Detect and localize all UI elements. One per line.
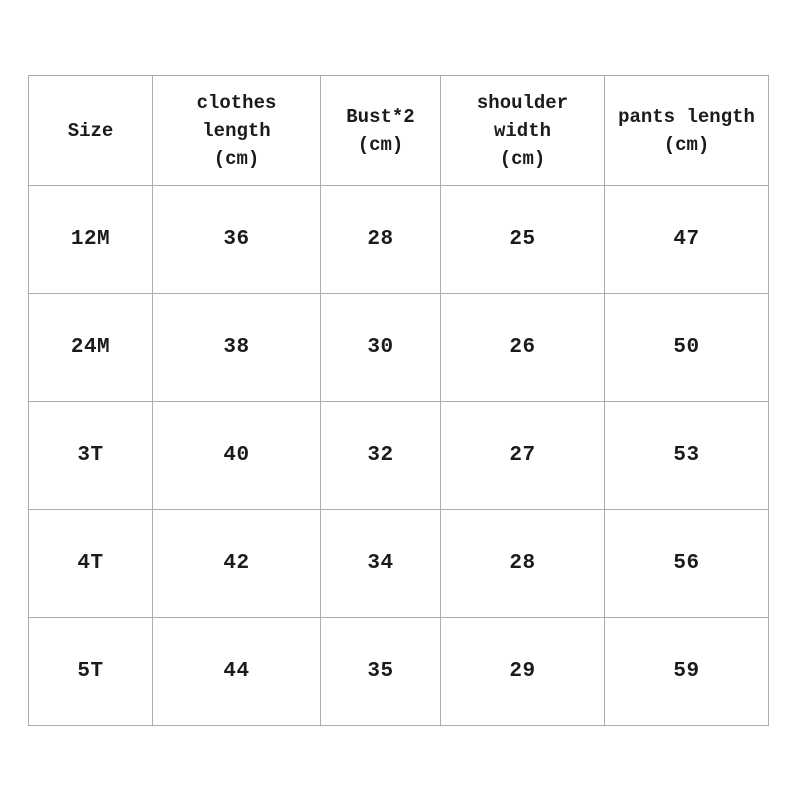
column-header-pants-length: pants length (cm) — [604, 75, 769, 186]
cell-clothes-length: 36 — [152, 185, 321, 294]
column-header-clothes-length: clothes length (cm) — [152, 75, 321, 186]
cell-size: 4T — [28, 509, 153, 618]
column-header-size: Size — [28, 75, 153, 186]
cell-bust: 35 — [320, 617, 441, 726]
cell-bust: 34 — [320, 509, 441, 618]
cell-size: 12M — [28, 185, 153, 294]
cell-bust: 32 — [320, 401, 441, 510]
cell-pants-length: 59 — [604, 617, 769, 726]
cell-size: 5T — [28, 617, 153, 726]
cell-shoulder-width: 27 — [440, 401, 605, 510]
cell-pants-length: 53 — [604, 401, 769, 510]
cell-clothes-length: 40 — [152, 401, 321, 510]
cell-clothes-length: 42 — [152, 509, 321, 618]
cell-clothes-length: 38 — [152, 293, 321, 402]
header-row: Size clothes length (cm) Bust*2 (cm) sho… — [28, 75, 769, 186]
cell-bust: 30 — [320, 293, 441, 402]
cell-pants-length: 50 — [604, 293, 769, 402]
cell-shoulder-width: 25 — [440, 185, 605, 294]
table-row: 5T 44 35 29 59 — [28, 617, 769, 726]
column-header-bust: Bust*2 (cm) — [320, 75, 441, 186]
cell-shoulder-width: 28 — [440, 509, 605, 618]
table-row: 3T 40 32 27 53 — [28, 401, 769, 510]
cell-size: 24M — [28, 293, 153, 402]
cell-shoulder-width: 26 — [440, 293, 605, 402]
cell-pants-length: 56 — [604, 509, 769, 618]
column-header-shoulder-width: shoulder width (cm) — [440, 75, 605, 186]
cell-size: 3T — [28, 401, 153, 510]
table-row: 24M 38 30 26 50 — [28, 293, 769, 402]
table-row: 12M 36 28 25 47 — [28, 185, 769, 294]
cell-shoulder-width: 29 — [440, 617, 605, 726]
cell-pants-length: 47 — [604, 185, 769, 294]
table-row: 4T 42 34 28 56 — [28, 509, 769, 618]
size-chart-table: Size clothes length (cm) Bust*2 (cm) sho… — [28, 75, 769, 726]
cell-bust: 28 — [320, 185, 441, 294]
cell-clothes-length: 44 — [152, 617, 321, 726]
